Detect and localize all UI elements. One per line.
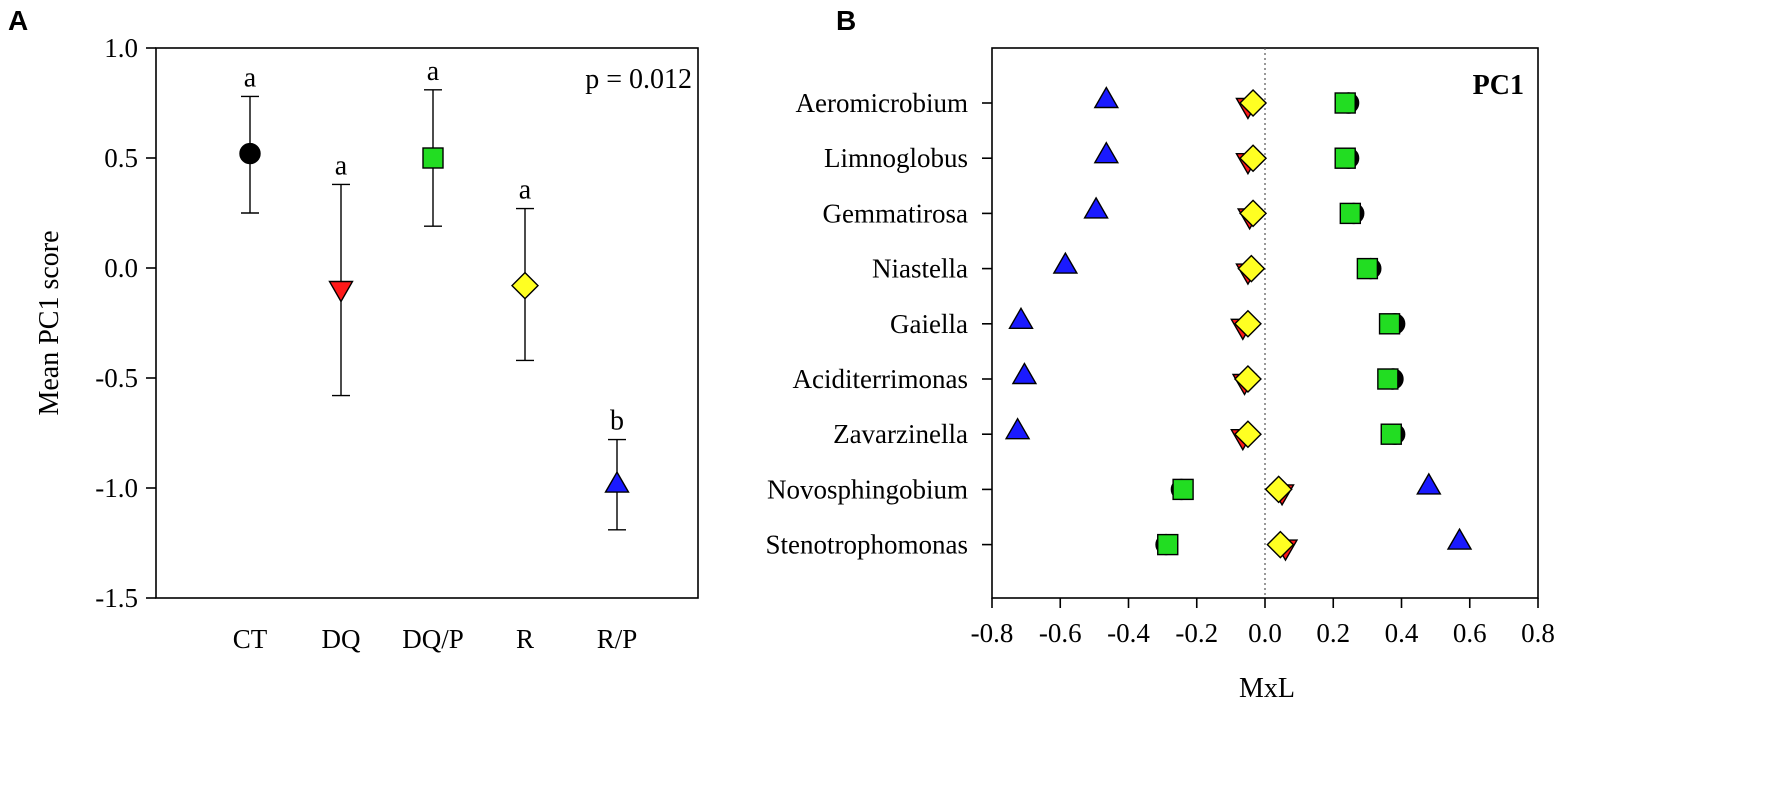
panel-b-genus-label: Zavarzinella [833,419,968,449]
panel-a-x-category-label: DQ [322,624,361,654]
point-r-p [1093,86,1120,109]
point-dq-p [1172,478,1194,501]
panel-b-genus-label: Aeromicrobium [796,88,968,118]
point-dq-p [1380,423,1402,445]
point-dq-p [1339,202,1362,225]
panel-a-x-category-label: R/P [597,624,638,654]
point-dq-p [1378,313,1401,335]
point-r-p [1052,251,1079,274]
data-point-r [511,271,539,300]
point-r [1264,475,1293,504]
panel-b-x-tick-label: -0.2 [1175,618,1218,648]
data-point-r-p [604,470,630,493]
panel-b-genus-label: Aciditerrimonas [793,364,968,394]
point-r [1239,89,1268,117]
panel-a-y-tick-label: 1.0 [104,33,138,63]
panel-b-x-tick-label: -0.6 [1039,618,1082,648]
point-r [1233,309,1262,338]
panel-a-plot-frame [155,47,699,599]
point-r-p [1008,306,1034,329]
significance-letter: a [519,175,532,206]
point-r [1239,144,1268,173]
point-r-p [1011,362,1038,385]
point-dq-p [1377,368,1399,390]
point-dq-p [1334,92,1356,114]
data-point-dq-p [422,147,444,169]
panel-b-genus-label: Gemmatirosa [823,198,968,228]
point-r [1239,199,1268,228]
point-r [1266,530,1295,559]
point-r [1233,365,1262,393]
panel-b-genus-label: Gaiella [890,309,968,339]
panel-a-chart: Mean PC1 score p = 0.012 1.0 0.5 0.0 -0.5 -1… [34,33,699,654]
panel-label-b: B [836,5,856,36]
point-r-p [1083,196,1109,219]
panel-a-y-axis-title: Mean PC1 score [34,230,65,415]
panel-a-x-category-label: DQ/P [402,624,464,654]
panel-b-x-tick-label: -0.4 [1107,618,1150,648]
panel-b-genus-label: Novosphingobium [767,474,968,504]
panel-a-y-tick-label: 0.5 [104,143,138,173]
significance-letter: a [335,150,348,181]
point-r-p [1416,472,1442,495]
panel-label-a: A [8,5,28,36]
point-r-p [1093,141,1120,164]
significance-letter: a [427,56,440,87]
panel-b-x-tick-label: 0.2 [1316,618,1350,648]
significance-letter: b [610,406,624,437]
panel-b-genus-label: Stenotrophomonas [766,530,969,560]
p-value-annotation: p = 0.012 [585,64,692,95]
panel-a-y-tick-label: 0.0 [104,253,138,283]
significance-letter: a [244,62,257,93]
point-dq-p [1157,533,1179,556]
data-point-dq [328,280,354,303]
panel-b-genus-label: Niastella [872,254,968,284]
panel-b-x-tick-label: 0.6 [1453,618,1487,648]
panel-b-x-tick-label: 0.8 [1521,618,1555,648]
panel-a-y-tick-label: -1.0 [95,473,138,503]
panel-b-x-tick-label: 0.4 [1385,618,1419,648]
point-r-p [1446,527,1473,550]
panel-b-chart: PC1 MxL -0.8 -0.6 -0.4 -0.2 0.0 0.2 0.4 0.6 0.8 … [766,47,1555,704]
panel-a-x-category-label: CT [233,624,268,654]
panel-b-genus-label: Limnoglobus [824,143,968,173]
panel-b-pc-label: PC1 [1473,70,1524,101]
panel-b-x-axis-title: MxL [1239,673,1295,704]
point-dq-p [1356,257,1379,280]
point-dq-p [1334,147,1356,169]
data-point-ct [239,142,261,165]
panel-a-x-category-label: R [516,624,534,654]
point-r [1237,254,1266,283]
panel-a-y-tick-label: -0.5 [95,363,138,393]
point-r [1233,420,1262,449]
point-r-p [1004,417,1031,440]
panel-b-x-tick-label: 0.0 [1248,618,1282,648]
panel-a-y-tick-label: -1.5 [95,583,138,613]
panel-b-x-tick-label: -0.8 [971,618,1014,648]
